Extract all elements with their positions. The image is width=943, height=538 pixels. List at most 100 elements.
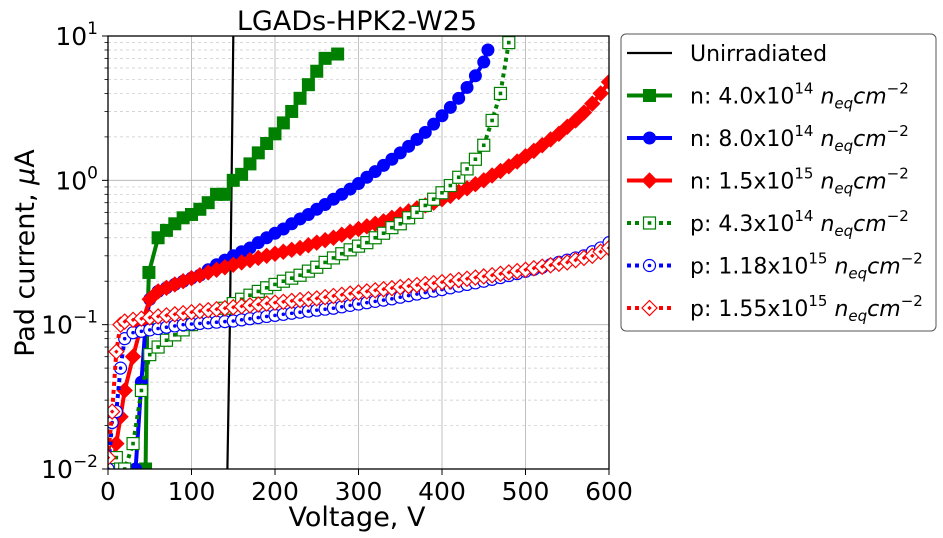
data-point-center [239, 318, 244, 322]
data-point [129, 462, 143, 469]
legend-marker-1 [643, 89, 656, 102]
chart-title: LGADs-HPK2-W25 [237, 6, 477, 37]
data-point [268, 127, 282, 141]
data-point-center [289, 276, 294, 280]
legend-marker-6-center [647, 305, 652, 311]
data-point [124, 348, 142, 365]
y-tick-label: 100 [55, 163, 98, 195]
data-point-center [531, 266, 537, 271]
data-point [218, 187, 232, 201]
data-point-center [198, 321, 202, 326]
data-point [301, 78, 315, 92]
x-tick-label: 500 [502, 477, 550, 506]
legend-label-1: n: 4.0x1014 neqcm−2 [690, 80, 909, 113]
data-point-center [147, 328, 152, 332]
y-axis-label: Pad current, μA [10, 149, 41, 357]
data-point-center [248, 293, 252, 298]
series-5 [108, 236, 609, 469]
data-point-center [373, 299, 378, 304]
data-point-center [598, 249, 603, 254]
data-point [276, 116, 290, 130]
data-point-center [548, 263, 553, 268]
data-point [235, 167, 249, 181]
data-point [477, 55, 491, 69]
data-point-center [298, 310, 302, 315]
data-point-center [381, 298, 386, 302]
data-point [418, 125, 432, 139]
data-point-center [223, 319, 227, 324]
data-point-center [481, 143, 486, 148]
data-point [402, 139, 416, 153]
x-tick-label: 300 [335, 477, 383, 506]
data-point-center [507, 40, 511, 45]
data-point-center [440, 190, 444, 195]
data-point-center [264, 286, 269, 290]
legend-marker-3 [641, 172, 658, 189]
data-point [575, 104, 593, 121]
data-point-center [373, 235, 377, 240]
data-point-center [431, 197, 436, 202]
legend-frame [620, 33, 937, 332]
data-point-center [181, 322, 185, 327]
data-point-center [281, 279, 286, 284]
data-point-center [348, 248, 352, 252]
data-point-center [565, 260, 570, 265]
data-point-center [256, 315, 261, 320]
data-point-center [314, 308, 319, 312]
data-point [592, 85, 609, 102]
data-point [443, 100, 457, 114]
data-point-center [540, 264, 545, 269]
x-tick-label: 100 [168, 477, 216, 506]
data-point-center [340, 304, 344, 309]
data-point-center [331, 256, 336, 260]
data-point-center [264, 314, 269, 319]
series-6 [108, 239, 609, 466]
legend-label-6: p: 1.55x1015 neqcm−2 [690, 292, 923, 325]
legend-label-0: Unirradiated [690, 42, 827, 67]
data-point-center [289, 311, 294, 316]
x-axis-label: Voltage, V [289, 502, 426, 533]
data-point-center [423, 290, 428, 295]
data-point-center [490, 118, 494, 123]
data-point [435, 109, 449, 123]
legend: Unirradiated n: 4.0x1014 neqcm−2 n: 8.0x10… [620, 33, 937, 332]
data-point-center [122, 467, 127, 469]
data-point [567, 112, 584, 129]
data-point-center [147, 352, 152, 357]
y-tick-label: 10−2 [41, 452, 98, 484]
data-point [118, 462, 132, 469]
data-point-center [109, 409, 115, 414]
data-point-center [156, 345, 160, 349]
data-point-center [331, 306, 336, 311]
data-point-center [173, 324, 177, 328]
data-point [584, 95, 601, 112]
data-point-center [390, 225, 394, 230]
y-tick-label: 101 [55, 19, 98, 51]
data-point [141, 291, 158, 308]
data-point-center [281, 312, 286, 317]
data-point [600, 73, 609, 91]
legend-label-3: n: 1.5x1015 neqcm−2 [690, 165, 909, 198]
data-point [468, 69, 482, 83]
data-point-center [314, 265, 319, 270]
data-point [318, 51, 332, 65]
data-point-center [122, 336, 127, 341]
data-point-center [590, 253, 595, 259]
data-point-center [306, 309, 311, 313]
data-point-center [256, 289, 261, 294]
legend-marker-5-center [647, 263, 652, 268]
axis-layer: 0 100 200 300 400 500 600 10−2 10−1 100 101 [41, 19, 633, 506]
data-point [481, 43, 495, 57]
data-point-center [415, 210, 419, 215]
data-point-center [164, 325, 169, 330]
legend-label-4: p: 4.3x1014 neqcm−2 [690, 207, 909, 240]
data-point-center [131, 330, 135, 335]
data-point-center [189, 322, 194, 326]
data-point-center [406, 293, 411, 298]
data-point-center [273, 282, 277, 287]
data-point [427, 117, 441, 131]
data-point-center [340, 251, 344, 256]
data-point-center [398, 295, 403, 299]
data-point-center [156, 326, 160, 331]
